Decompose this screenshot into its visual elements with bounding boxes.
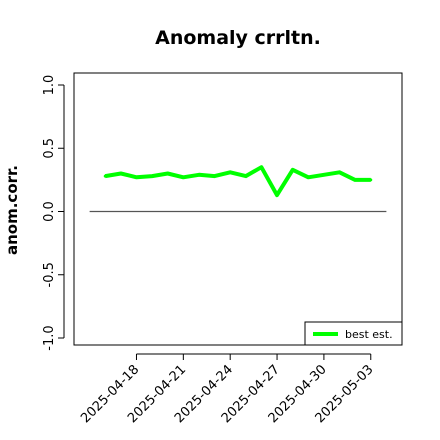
series-layer [103, 165, 373, 198]
data-point [150, 174, 154, 178]
data-point [259, 165, 263, 169]
data-point [197, 173, 201, 177]
data-point [181, 175, 185, 179]
data-point [353, 178, 357, 182]
y-tick-label: 0.0 [42, 201, 57, 222]
series-line-0 [104, 165, 371, 198]
data-point [369, 178, 373, 182]
y-axis: -1.0 -0.5 0.0 0.5 1.0 [42, 75, 65, 351]
data-point [134, 175, 138, 179]
y-tick-label: -1.0 [42, 325, 57, 350]
x-axis: 2025-04-182025-04-212025-04-242025-04-27… [78, 353, 377, 426]
data-point [275, 193, 279, 197]
y-tick-label: 1.0 [42, 75, 57, 96]
data-point [306, 175, 310, 179]
y-tick-label: 0.5 [42, 138, 57, 159]
legend-box [304, 321, 403, 346]
data-point [103, 174, 107, 178]
legend: best est. [304, 321, 403, 346]
chart-title: Anomaly crrltn. [155, 27, 321, 49]
data-point [244, 174, 248, 178]
data-point [119, 172, 123, 176]
y-axis-label: anom.corr. [3, 165, 21, 255]
data-point [322, 173, 326, 177]
data-point [213, 174, 217, 178]
y-tick-label: -0.5 [42, 262, 57, 287]
data-point [291, 168, 295, 172]
data-point [338, 170, 342, 174]
legend-label-best-est: best est. [345, 328, 393, 341]
data-point [228, 170, 232, 174]
plot-frame [73, 72, 403, 346]
data-point [166, 172, 170, 176]
